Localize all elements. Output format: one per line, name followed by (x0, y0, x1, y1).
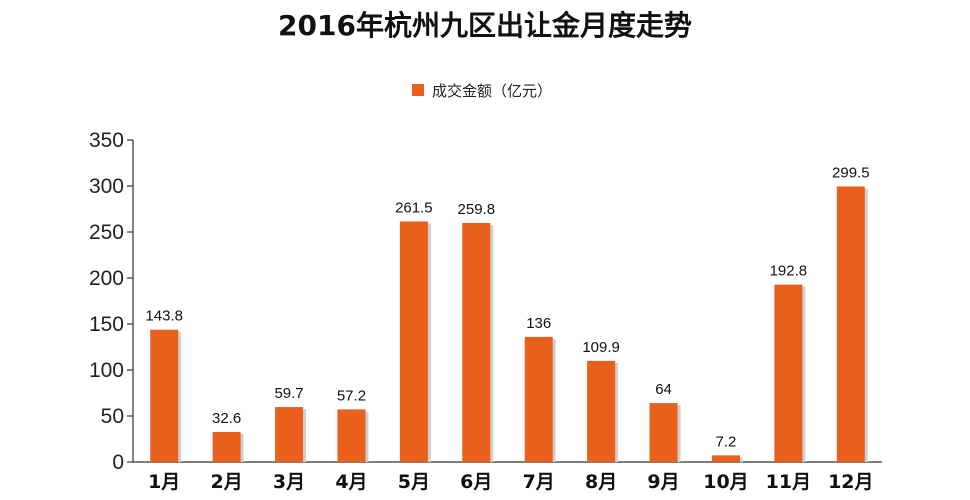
bar (150, 329, 179, 462)
y-tick-label: 300 (89, 175, 124, 198)
y-tick-label: 0 (112, 451, 124, 474)
chart-title: 2016年杭州九区出让金月度走势 (278, 9, 692, 42)
bar (711, 455, 740, 462)
data-label: 143.8 (145, 308, 183, 325)
x-tick-label: 10月 (703, 471, 748, 493)
bar (462, 222, 491, 462)
bar (337, 409, 366, 462)
x-axis: 1月 2月 3月 4月 5月 6月 7月 8月 9月 10月 11月 12月 (133, 461, 882, 493)
x-tick-label: 4月 (335, 471, 367, 493)
y-tick-label: 100 (89, 359, 124, 382)
x-tick-label: 3月 (273, 471, 305, 493)
data-label: 299.5 (832, 164, 870, 181)
x-tick-label: 2月 (211, 471, 243, 493)
x-tick-label: 1月 (148, 471, 180, 493)
y-tick-label: 350 (89, 129, 124, 152)
x-tick-label: 5月 (398, 471, 430, 493)
data-label: 261.5 (395, 199, 433, 216)
y-tick-label: 150 (89, 313, 124, 336)
legend-label: 成交金额（亿元） (432, 82, 552, 100)
legend: 成交金额（亿元） (412, 82, 552, 100)
y-tick-label: 200 (89, 267, 124, 290)
y-tick-label: 50 (101, 405, 124, 428)
data-label: 259.8 (458, 201, 496, 218)
y-axis: 0 50 100 150 200 250 300 350 (89, 129, 134, 474)
data-label: 64 (655, 381, 672, 398)
data-label: 7.2 (716, 433, 737, 450)
bar (212, 432, 241, 462)
x-tick-label: 9月 (647, 471, 679, 493)
legend-swatch (412, 84, 424, 96)
data-label: 57.2 (337, 387, 366, 404)
x-tick-label: 11月 (766, 471, 811, 493)
bar (774, 284, 803, 462)
data-label: 32.6 (212, 410, 241, 427)
data-label: 192.8 (770, 263, 808, 280)
bar (649, 403, 678, 462)
bar (524, 336, 553, 462)
x-tick-label: 6月 (460, 471, 492, 493)
data-label: 109.9 (582, 339, 620, 356)
bars (150, 186, 868, 462)
bar (275, 407, 304, 462)
y-tick-label: 250 (89, 221, 124, 244)
x-tick-label: 7月 (523, 471, 555, 493)
data-labels: 143.8 32.6 59.7 57.2 261.5 259.8 136 109.9 64 7.2… (145, 164, 869, 450)
bar (587, 360, 616, 462)
x-tick-label: 12月 (828, 471, 873, 493)
x-tick-label: 8月 (585, 471, 617, 493)
bar (399, 221, 428, 462)
bar (836, 186, 865, 462)
data-label: 59.7 (274, 385, 303, 402)
data-label: 136 (526, 315, 551, 332)
